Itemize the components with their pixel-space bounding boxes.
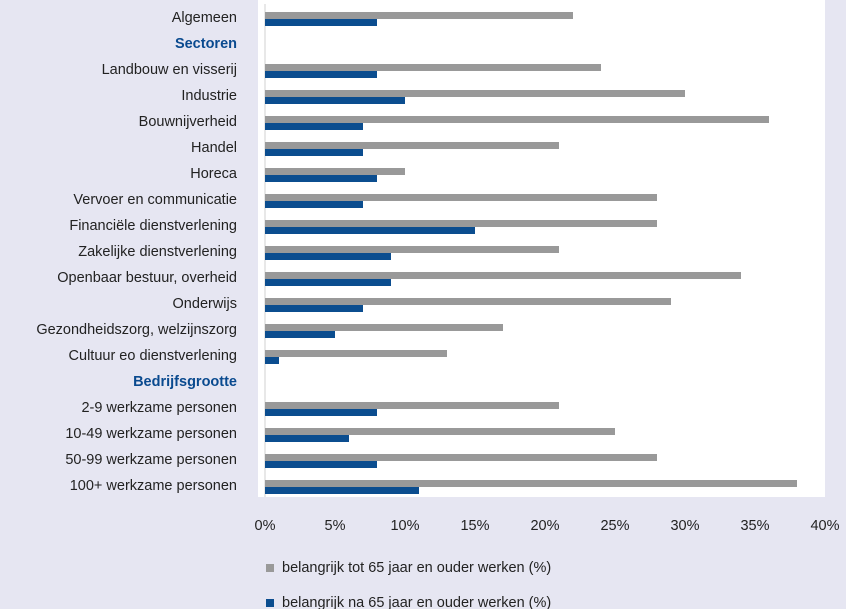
bar	[265, 19, 377, 26]
bar	[265, 357, 279, 364]
y-tick-label: Bouwnijverheid	[139, 114, 237, 130]
bar	[265, 220, 657, 227]
bar	[265, 227, 475, 234]
legend-swatch	[266, 564, 274, 572]
y-tick-label: Zakelijke dienstverlening	[78, 244, 237, 260]
bar	[265, 253, 391, 260]
bar	[265, 123, 363, 130]
bar	[265, 142, 559, 149]
legend-swatch	[266, 599, 274, 607]
x-tick-label: 15%	[460, 518, 489, 534]
x-tick-label: 5%	[325, 518, 346, 534]
bar	[265, 480, 797, 487]
y-tick-label: Gezondheidszorg, welzijnszorg	[36, 322, 237, 338]
y-tick-label: Landbouw en visserij	[102, 62, 237, 78]
bar	[265, 246, 559, 253]
bar	[265, 12, 573, 19]
bar	[265, 435, 349, 442]
bar	[265, 428, 615, 435]
y-tick-label: Financiële dienstverlening	[69, 218, 237, 234]
x-tick-label: 0%	[255, 518, 276, 534]
legend-label: belangrijk tot 65 jaar en ouder werken (…	[282, 560, 551, 576]
y-tick-label: Onderwijs	[173, 296, 237, 312]
y-tick-label: Handel	[191, 140, 237, 156]
bar	[265, 194, 657, 201]
y-tick-label: Cultuur eo dienstverlening	[69, 348, 237, 364]
x-tick-label: 10%	[390, 518, 419, 534]
bar	[265, 409, 377, 416]
bar	[265, 279, 391, 286]
x-tick-label: 25%	[600, 518, 629, 534]
y-tick-label: Openbaar bestuur, overheid	[57, 270, 237, 286]
x-tick-label: 35%	[740, 518, 769, 534]
bar	[265, 71, 377, 78]
bar	[265, 272, 741, 279]
bar	[265, 324, 503, 331]
y-tick-label: Vervoer en communicatie	[73, 192, 237, 208]
x-tick-label: 40%	[810, 518, 839, 534]
bar	[265, 461, 377, 468]
bar	[265, 201, 363, 208]
x-tick-label: 30%	[670, 518, 699, 534]
bar	[265, 402, 559, 409]
y-tick-label: Industrie	[181, 88, 237, 104]
y-tick-label: Horeca	[190, 166, 238, 182]
y-tick-label: 10-49 werkzame personen	[65, 426, 237, 442]
y-tick-label: 100+ werkzame personen	[70, 478, 237, 494]
bar	[265, 487, 419, 494]
bar	[265, 305, 363, 312]
bar	[265, 90, 685, 97]
y-tick-label: 50-99 werkzame personen	[65, 452, 237, 468]
group-header: Bedrijfsgrootte	[133, 374, 237, 390]
legend-label: belangrijk na 65 jaar en ouder werken (%…	[282, 595, 551, 609]
bar	[265, 149, 363, 156]
bar	[265, 97, 405, 104]
bar	[265, 350, 447, 357]
bar	[265, 168, 405, 175]
bar	[265, 454, 657, 461]
bar	[265, 175, 377, 182]
y-tick-label: 2-9 werkzame personen	[81, 400, 237, 416]
y-tick-label: Algemeen	[172, 10, 237, 26]
group-header: Sectoren	[175, 36, 237, 52]
bar	[265, 64, 601, 71]
bar	[265, 116, 769, 123]
bar	[265, 331, 335, 338]
x-tick-label: 20%	[530, 518, 559, 534]
bar	[265, 298, 671, 305]
